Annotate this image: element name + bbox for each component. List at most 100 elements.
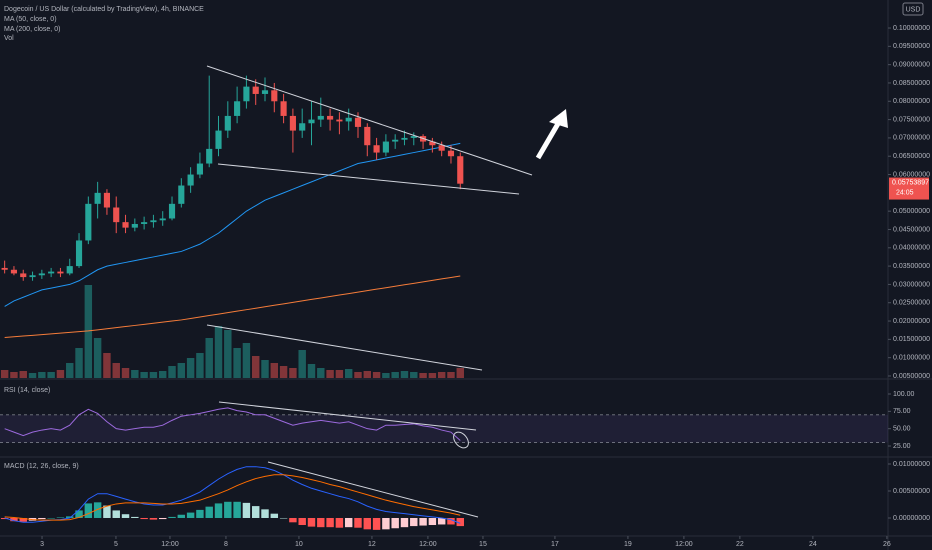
candle-body	[401, 137, 408, 140]
histogram-bar	[196, 509, 204, 518]
volume-bar	[56, 370, 65, 378]
countdown-label: 24:05	[896, 189, 914, 196]
volume-bar	[437, 372, 446, 378]
histogram-bar	[121, 514, 130, 518]
y-tick-label: 75.00	[893, 408, 911, 415]
x-tick-label: 12:00	[419, 541, 437, 548]
x-tick-label: 19	[624, 541, 632, 548]
volume-bar	[103, 353, 111, 378]
y-tick-label: 50.00	[893, 426, 911, 433]
candle-body	[178, 185, 185, 204]
x-tick-label: 17	[551, 541, 559, 548]
volume-bar	[0, 370, 9, 378]
candle-body	[289, 115, 296, 131]
histogram-bar	[335, 517, 344, 528]
candle-body	[113, 207, 120, 223]
volume-bar	[326, 370, 334, 378]
histogram-bar	[400, 517, 409, 528]
candle-body	[382, 141, 389, 153]
histogram-bar	[112, 510, 120, 518]
volume-bar	[93, 338, 102, 378]
y-tick-label: 0.09000000	[893, 61, 930, 68]
arrow-head	[549, 109, 568, 128]
histogram-bar	[205, 506, 213, 518]
histogram-bar	[168, 516, 176, 518]
chart-title: Dogecoin / US Dollar (calculated by Trad…	[4, 6, 204, 13]
histogram-bar	[298, 517, 306, 526]
candle-body	[57, 271, 64, 274]
legend-entry: MA (200, close, 0)	[4, 26, 60, 33]
x-tick-label: 26	[883, 541, 891, 548]
candle-body	[48, 271, 55, 274]
volume-bar	[419, 373, 427, 378]
trend-line	[217, 163, 520, 195]
candle-body	[299, 123, 306, 131]
candle-body	[327, 115, 334, 120]
histogram-bar	[326, 517, 334, 528]
currency-label: USD	[906, 6, 921, 13]
trend-line	[218, 401, 477, 431]
candle-body	[438, 145, 445, 151]
histogram-bar	[289, 517, 297, 523]
candle-body	[1, 267, 8, 270]
histogram-bar	[103, 505, 111, 518]
y-tick-label: 0.08000000	[893, 98, 930, 105]
volume-bar	[354, 372, 362, 378]
candle-body	[20, 273, 27, 278]
y-tick-label: 0.04000000	[893, 245, 930, 252]
candle-body	[243, 86, 250, 102]
y-tick-label: 0.03000000	[893, 281, 930, 288]
histogram-bar	[0, 517, 9, 520]
histogram-bar	[391, 517, 399, 529]
candle-body	[252, 86, 259, 94]
candle-body	[271, 90, 278, 102]
candle-body	[224, 115, 231, 131]
volume-bar	[233, 348, 241, 378]
volume-bar	[251, 356, 260, 378]
volume-bar	[10, 372, 18, 378]
volume-bar	[279, 366, 288, 378]
histogram-bar	[159, 517, 167, 520]
histogram-bar	[84, 503, 93, 518]
histogram-bar	[131, 516, 139, 518]
volume-bar	[261, 360, 269, 378]
currency-badge	[902, 2, 924, 16]
histogram-bar	[344, 517, 353, 528]
volume-bar	[121, 368, 130, 378]
candle-body	[317, 115, 324, 120]
volume-bar	[391, 372, 399, 378]
histogram-bar	[38, 517, 46, 520]
y-tick-label: 0.08500000	[893, 80, 930, 87]
volume-bar	[84, 285, 93, 378]
x-tick-label: 12:00	[675, 541, 693, 548]
histogram-bar	[428, 517, 437, 526]
last-price-box	[889, 177, 929, 200]
candle-body	[196, 163, 203, 175]
histogram-bar	[372, 517, 381, 530]
x-tick-label: 12:00	[161, 541, 179, 548]
histogram-bar	[66, 516, 74, 518]
volume-bar	[289, 368, 297, 378]
histogram-bar	[382, 517, 390, 530]
histogram-bar	[317, 517, 325, 528]
y-tick-label: 0.01000000	[893, 461, 930, 468]
y-tick-label: 0.09500000	[893, 43, 930, 50]
candle-body	[280, 101, 287, 116]
candle-body	[354, 117, 362, 127]
candle-body	[141, 222, 148, 224]
histogram-bar	[437, 517, 446, 525]
volume-bar	[447, 372, 455, 378]
x-tick-label: 10	[295, 541, 303, 548]
macd-line	[4, 466, 461, 524]
y-tick-label: 0.05000000	[893, 208, 930, 215]
volume-bar	[382, 373, 390, 378]
arrow-shaft	[535, 120, 562, 160]
arrow	[535, 109, 568, 160]
histogram-bar	[93, 502, 102, 518]
x-tick-label: 12	[368, 541, 376, 548]
volume-bar	[298, 350, 306, 378]
y-tick-label: 0.03500000	[893, 263, 930, 270]
histogram-bar	[419, 517, 427, 526]
marks: 0.00500000 0.01000000 0.01500000 0.02000000…	[0, 25, 930, 548]
volume-bar	[159, 371, 167, 378]
